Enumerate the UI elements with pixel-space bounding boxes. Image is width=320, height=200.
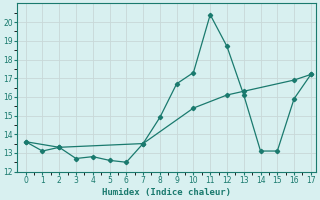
X-axis label: Humidex (Indice chaleur): Humidex (Indice chaleur) [102, 188, 231, 197]
